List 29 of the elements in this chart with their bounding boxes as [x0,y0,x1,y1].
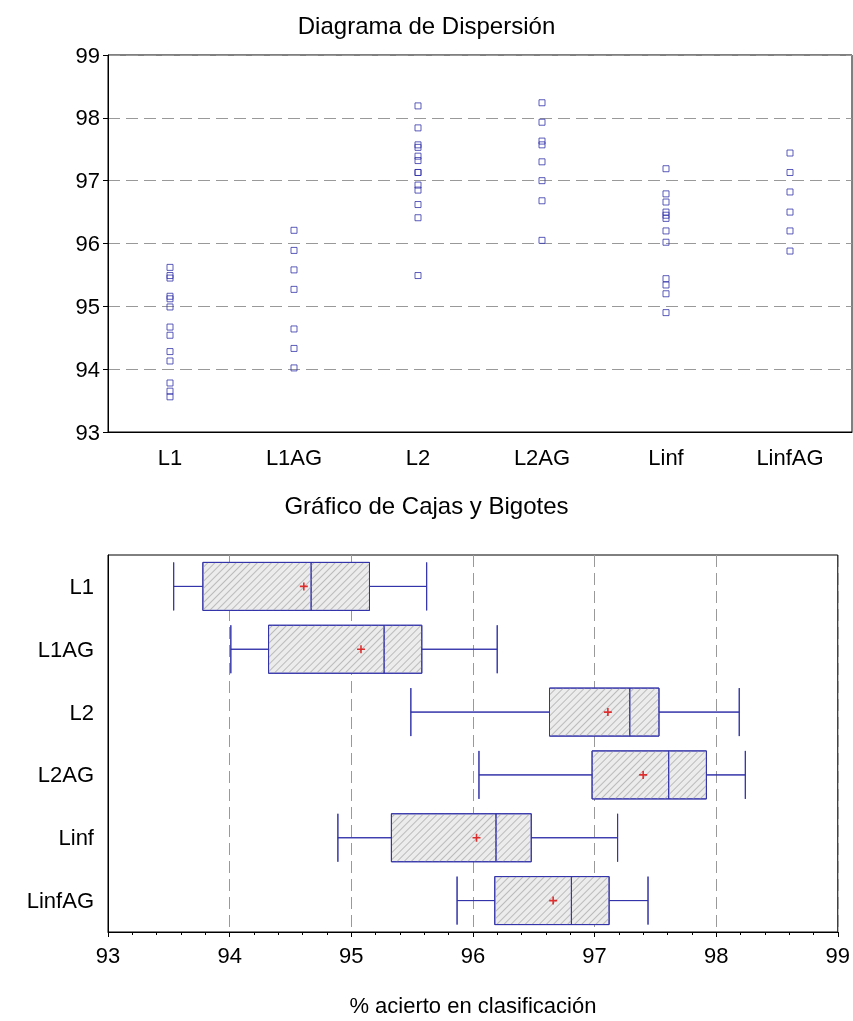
x-tick-label: 98 [703,942,729,968]
x-tick-label: L1AG [265,444,323,470]
x-tick-label: 97 [582,942,607,968]
x-tick-label: Linf [648,444,685,470]
y-tick-label: 96 [75,231,100,256]
y-tick-label: Linf [58,825,95,851]
x-tick-label: L2 [405,444,431,470]
x-tick-label: 95 [339,942,364,968]
y-tick-label: L2 [69,699,94,725]
x-tick-label: 94 [217,942,242,968]
chart-title: Gráfico de Cajas y Bigotes [284,491,569,519]
y-tick-label: L1AG [37,636,94,662]
y-tick-label: L2AG [37,762,94,788]
y-tick-label: 95 [75,293,100,319]
y-tick-label: LinfAG [26,888,94,914]
y-tick-label: L1 [69,573,94,599]
y-tick-label: 97 [75,168,100,194]
x-tick-label: 99 [825,942,851,968]
x-tick-label: 96 [460,942,486,968]
y-tick-label: 93 [75,419,100,445]
chart-title: Diagrama de Dispersión [297,11,556,39]
y-tick-label: 94 [75,356,100,382]
x-tick-label: LinfAG [756,444,824,470]
y-tick-label: 98 [75,105,100,131]
x-tick-label: L1 [157,444,183,470]
x-tick-label: 93 [95,942,121,968]
y-tick-label: 99 [75,42,100,68]
x-axis-title: % acierto en clasificación [349,992,597,1018]
x-tick-label: L2AG [513,444,571,470]
